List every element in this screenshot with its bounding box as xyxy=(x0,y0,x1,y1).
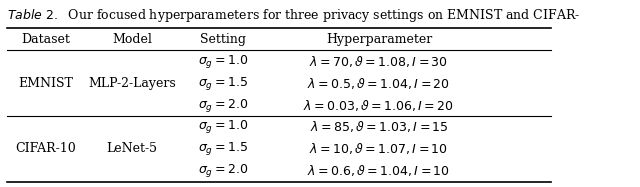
Text: Hyperparameter: Hyperparameter xyxy=(326,33,432,46)
Text: CIFAR-10: CIFAR-10 xyxy=(15,142,76,155)
Text: $\sigma_g = 1.0$: $\sigma_g = 1.0$ xyxy=(198,53,248,70)
Text: $\lambda = 85, \vartheta = 1.03, I = 15$: $\lambda = 85, \vartheta = 1.03, I = 15$ xyxy=(310,119,448,134)
Text: $\sigma_g = 1.5$: $\sigma_g = 1.5$ xyxy=(198,75,248,92)
Text: $\sigma_g = 1.0$: $\sigma_g = 1.0$ xyxy=(198,119,248,136)
Text: EMNIST: EMNIST xyxy=(19,76,73,90)
Text: Setting: Setting xyxy=(200,33,246,46)
Text: Model: Model xyxy=(112,33,152,46)
Text: MLP-2-Layers: MLP-2-Layers xyxy=(88,76,176,90)
Text: $\lambda = 70, \vartheta = 1.08, I = 30$: $\lambda = 70, \vartheta = 1.08, I = 30$ xyxy=(309,53,449,69)
Text: $\sigma_g = 2.0$: $\sigma_g = 2.0$ xyxy=(198,96,248,114)
Text: $\sigma_g = 1.5$: $\sigma_g = 1.5$ xyxy=(198,140,248,157)
Text: Dataset: Dataset xyxy=(21,33,70,46)
Text: $\lambda = 0.5, \vartheta = 1.04, I = 20$: $\lambda = 0.5, \vartheta = 1.04, I = 20… xyxy=(307,76,451,91)
Text: $\it{Table\ 2.}$  Our focused hyperparameters for three privacy settings on EMNI: $\it{Table\ 2.}$ Our focused hyperparame… xyxy=(7,7,580,24)
Text: LeNet-5: LeNet-5 xyxy=(106,142,157,155)
Text: $\lambda = 0.03, \vartheta = 1.06, I = 20$: $\lambda = 0.03, \vartheta = 1.06, I = 2… xyxy=(303,97,454,113)
Text: $\sigma_g = 2.0$: $\sigma_g = 2.0$ xyxy=(198,163,248,180)
Text: $\lambda = 10, \vartheta = 1.07, I = 10$: $\lambda = 10, \vartheta = 1.07, I = 10$ xyxy=(309,141,449,157)
Text: $\lambda = 0.6, \vartheta = 1.04, I = 10$: $\lambda = 0.6, \vartheta = 1.04, I = 10… xyxy=(307,163,451,178)
